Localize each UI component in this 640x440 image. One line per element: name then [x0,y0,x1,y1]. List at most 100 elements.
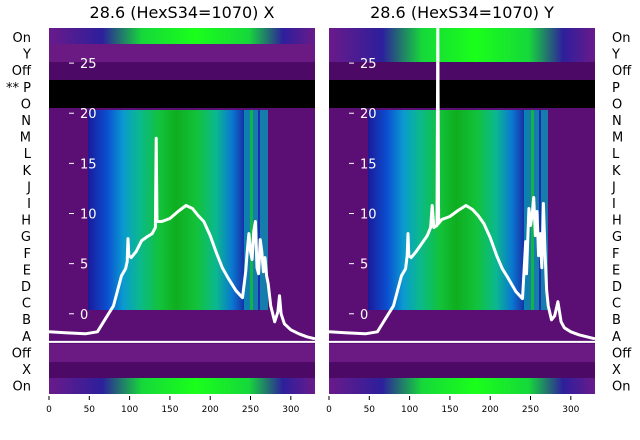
xtick-label: 0 [46,405,52,415]
heatmap-bottom-row-x [49,362,315,378]
xtick-label: 200 [202,405,219,415]
ytick-label: 0 [360,308,368,323]
ytick-label: 20 [80,107,97,122]
row-label: O [612,97,622,112]
row-label: J [26,180,31,195]
row-label: G [21,230,31,245]
xtick-label: 100 [401,405,418,415]
row-label: On [13,31,31,46]
heatmap-bottom-row-on [49,378,315,394]
panel-left: 28.6 (HexS34=1070) X 0 5 10 15 20 25 0 50 100 15… [46,3,316,415]
heatmap-top-row-y [49,44,315,62]
heatmap-signal-band [368,110,528,310]
ytick-label: 10 [360,208,377,223]
yticks-left: 0 5 10 15 20 25 [69,57,97,323]
heatmap-bottom-row-off [49,344,315,362]
xtick-label: 50 [84,405,96,415]
heatmap-stripe [250,110,253,310]
heatmap-bottom-row-on [329,378,595,394]
row-label: K [612,164,621,179]
row-label: J [611,180,616,195]
heatmap-top-row-on [49,28,315,44]
row-label: N [21,114,31,129]
yticks-right: 0 5 10 15 20 25 [349,57,377,323]
row-label: D [21,280,31,295]
row-label: N [612,114,622,129]
row-label: E [612,263,620,278]
row-label: Y [22,48,31,63]
xtick-label: 100 [121,405,138,415]
heatmap-top-row-off [329,62,595,80]
row-label: Off [612,346,632,361]
row-label: M [20,131,31,146]
xticks-right: 0 50 100 150 200 250 300 [326,396,580,415]
xtick-label: 200 [482,405,499,415]
row-label: G [612,230,622,245]
xtick-label: 150 [441,405,458,415]
row-label: H [21,214,31,229]
row-label: Off [12,64,32,79]
series-line-right [328,21,596,341]
row-label: I [612,197,616,212]
heatmap-top-row-off [49,62,315,80]
row-label: F [612,247,619,262]
ytick-label: 25 [360,57,377,72]
row-label: P [612,81,620,96]
row-label: M [612,131,623,146]
row-label: X [612,363,621,378]
row-label: L [24,147,32,162]
row-label: C [22,297,31,312]
ytick-label: 0 [80,308,88,323]
row-label: Off [12,346,32,361]
row-label: L [612,147,620,162]
row-label: On [612,31,630,46]
row-label: On [612,380,630,395]
heatmap-bottom-row-off [329,344,595,362]
row-label: E [23,263,31,278]
chart-title-left: 28.6 (HexS34=1070) X [90,3,275,22]
heatmap-right-stripes [244,110,268,310]
row-label: O [21,97,31,112]
xticks-left: 0 50 100 150 200 250 300 [46,396,300,415]
ytick-label: 5 [80,258,88,273]
xtick-label: 300 [282,405,299,415]
heatmap-top-row-on [329,28,595,62]
panel-right: 28.6 (HexS34=1070) Y 0 5 10 15 20 25 0 50 100 15… [326,3,596,415]
row-label: B [612,313,621,328]
ytick-label: 15 [360,157,377,172]
row-label: F [24,247,31,262]
heatmap-black-band [49,80,315,108]
row-label: On [13,380,31,395]
xtick-label: 250 [522,405,539,415]
row-label: Y [611,48,620,63]
row-label: I [27,197,31,212]
row-label: C [612,297,621,312]
heatmap-left [49,28,315,394]
ytick-label: 5 [360,258,368,273]
row-label: A [22,330,31,345]
ytick-label: 20 [360,107,377,122]
row-label: ** P [6,81,31,96]
row-label: Off [612,64,632,79]
xtick-label: 150 [161,405,178,415]
xtick-label: 0 [326,405,332,415]
xtick-label: 300 [562,405,579,415]
heatmap-black-band [329,80,595,108]
heatmap-signal-band [88,110,248,310]
xtick-label: 50 [364,405,376,415]
row-label: H [612,214,622,229]
row-label: A [612,330,621,345]
ytick-label: 25 [80,57,97,72]
row-label: X [22,363,31,378]
row-label: B [22,313,31,328]
chart-title-right: 28.6 (HexS34=1070) Y [370,3,554,22]
ytick-label: 15 [80,157,97,172]
heatmap-bottom-row-x [329,362,595,378]
heatmap-stripe [539,110,541,310]
row-label: D [612,280,622,295]
heatmap-stripe [258,110,260,310]
row-label: K [22,164,31,179]
